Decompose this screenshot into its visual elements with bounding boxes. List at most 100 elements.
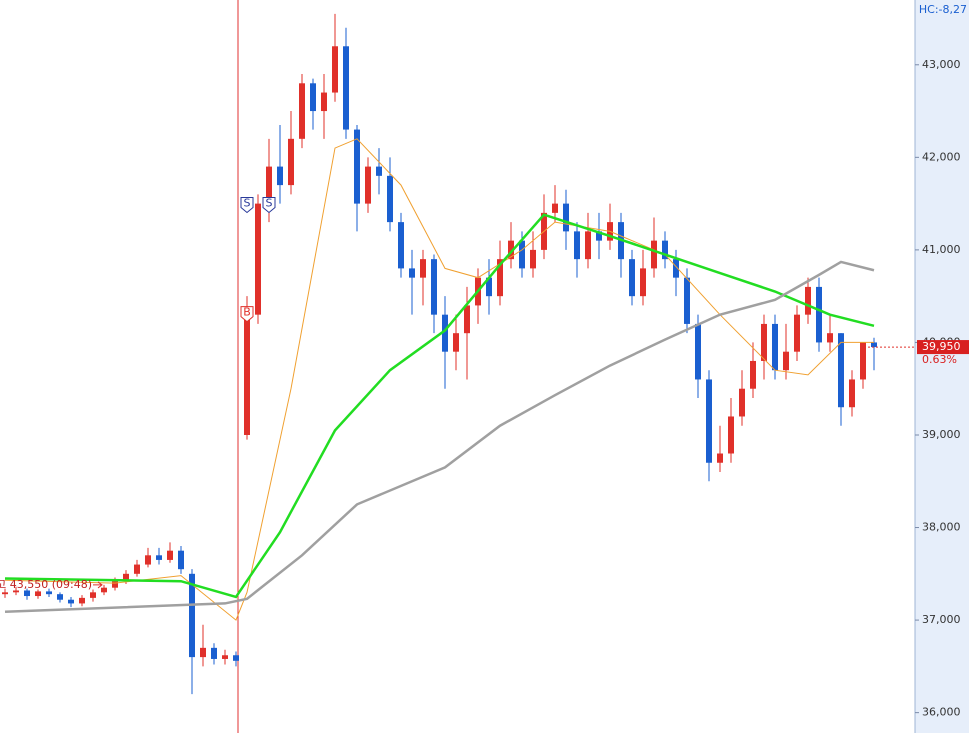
candle-body bbox=[343, 46, 349, 130]
candle-body bbox=[68, 599, 74, 604]
moving-average bbox=[4, 138, 874, 621]
candle-body bbox=[123, 573, 129, 582]
candle-body bbox=[519, 240, 525, 269]
candle-body bbox=[431, 259, 437, 315]
last-price-box bbox=[917, 340, 969, 355]
candle-body bbox=[178, 550, 184, 570]
candle-body bbox=[266, 166, 272, 204]
candle-body bbox=[574, 231, 580, 260]
last-price-label: 39,950 bbox=[922, 340, 961, 353]
moving-average bbox=[4, 213, 875, 599]
candle-body bbox=[761, 323, 767, 361]
candle-body bbox=[134, 564, 140, 574]
candle-body bbox=[706, 379, 712, 463]
candle-body bbox=[530, 249, 536, 269]
candle-body bbox=[596, 231, 602, 241]
candle-body bbox=[145, 555, 151, 565]
y-tick-label: 39,000 bbox=[922, 428, 961, 441]
candle-body bbox=[277, 166, 283, 186]
y-tick-label: 41,000 bbox=[922, 243, 961, 256]
candle-body bbox=[101, 587, 107, 593]
price-axis-panel bbox=[915, 0, 969, 733]
candle-body bbox=[321, 92, 327, 112]
candle-body bbox=[255, 203, 261, 315]
candle-body bbox=[112, 581, 118, 588]
y-tick-label: 42,000 bbox=[922, 150, 961, 163]
candle-body bbox=[409, 268, 415, 278]
candle-body bbox=[739, 388, 745, 417]
candle-body bbox=[189, 573, 195, 658]
candle-body bbox=[497, 259, 503, 297]
annotation-arrow bbox=[93, 581, 103, 589]
candle-body bbox=[244, 314, 250, 435]
candle-body bbox=[783, 351, 789, 371]
candle-body bbox=[728, 416, 734, 454]
candle-body bbox=[299, 83, 305, 139]
candle-body bbox=[563, 203, 569, 232]
candle-body bbox=[442, 314, 448, 352]
candle-body bbox=[772, 323, 778, 371]
high-annotation: 최고 43,550 (09:48) bbox=[0, 578, 92, 591]
candle-body bbox=[717, 453, 723, 463]
candle-body bbox=[662, 240, 668, 260]
candle-body bbox=[684, 277, 690, 324]
signal-marker bbox=[262, 196, 276, 214]
candle-body bbox=[24, 590, 30, 597]
candle-body bbox=[57, 594, 63, 600]
candle-body bbox=[2, 592, 8, 595]
candle-body bbox=[233, 655, 239, 661]
candle-body bbox=[420, 259, 426, 278]
candle-body bbox=[651, 240, 657, 269]
candle-body bbox=[376, 166, 382, 176]
candle-body bbox=[640, 268, 646, 297]
candle-body bbox=[673, 259, 679, 278]
candle-body bbox=[332, 46, 338, 93]
signal-marker bbox=[240, 306, 254, 323]
candle-body bbox=[552, 203, 558, 213]
candle-body bbox=[805, 286, 811, 315]
candle-body bbox=[354, 129, 360, 204]
candle-body bbox=[750, 360, 756, 389]
candle-body bbox=[222, 655, 228, 659]
candle-body bbox=[453, 333, 459, 352]
candle-body bbox=[310, 83, 316, 112]
signal-label: S bbox=[266, 196, 273, 209]
hc-label: HC:-8,27 bbox=[919, 3, 967, 16]
candle-body bbox=[13, 590, 19, 593]
candle-body bbox=[398, 222, 404, 269]
candle-body bbox=[585, 231, 591, 260]
candle-body bbox=[365, 166, 371, 204]
change-label: 0.63% bbox=[922, 353, 957, 366]
candle-body bbox=[35, 591, 41, 597]
signal-marker bbox=[240, 196, 254, 214]
candle-body bbox=[464, 305, 470, 334]
candle-body bbox=[695, 323, 701, 380]
y-tick-label: 38,000 bbox=[922, 521, 961, 534]
candle-body bbox=[827, 333, 833, 343]
candle-body bbox=[79, 597, 85, 604]
candle-body bbox=[288, 138, 294, 186]
moving-average bbox=[4, 260, 875, 614]
candle-body bbox=[486, 277, 492, 297]
y-tick-label: 43,000 bbox=[922, 58, 961, 71]
signal-label: B bbox=[243, 306, 251, 319]
candle-body bbox=[167, 550, 173, 560]
candle-body bbox=[200, 647, 206, 658]
candle-body bbox=[849, 379, 855, 408]
candle-body bbox=[871, 342, 877, 348]
candle-body bbox=[838, 333, 844, 408]
candle-body bbox=[90, 592, 96, 598]
candle-body bbox=[387, 175, 393, 223]
candle-body bbox=[508, 240, 514, 260]
candle-body bbox=[46, 591, 52, 595]
signal-label: S bbox=[244, 196, 251, 209]
candle-body bbox=[629, 259, 635, 297]
y-tick-label: 36,000 bbox=[922, 706, 961, 719]
candle-body bbox=[156, 555, 162, 560]
candle-body bbox=[211, 647, 217, 659]
candle-body bbox=[860, 342, 866, 380]
candle-body bbox=[816, 286, 822, 343]
candle-body bbox=[794, 314, 800, 352]
y-tick-label: 37,000 bbox=[922, 613, 961, 626]
